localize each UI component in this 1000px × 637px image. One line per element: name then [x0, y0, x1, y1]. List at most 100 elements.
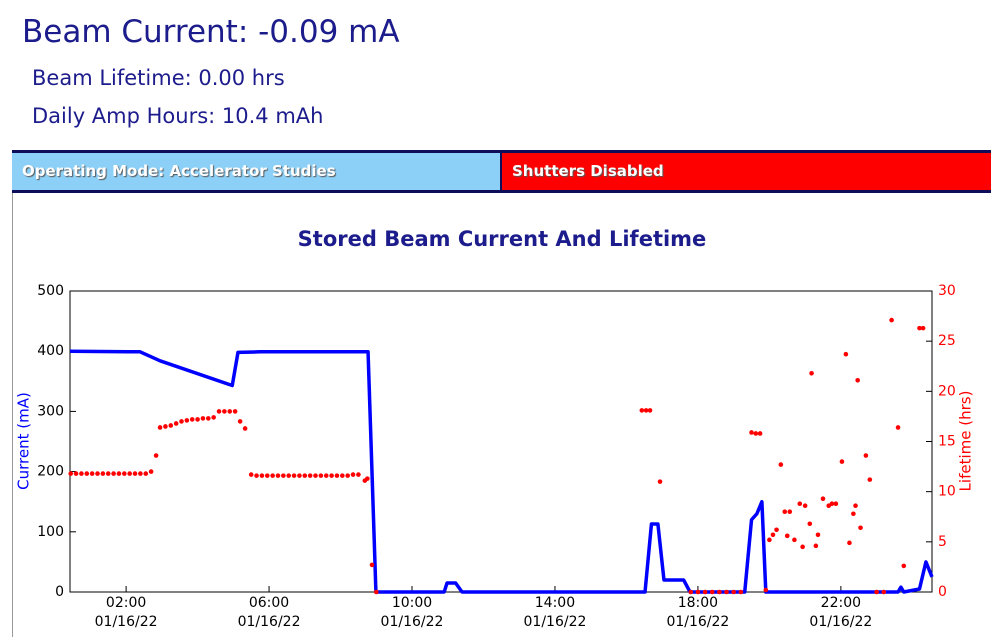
current-line: [69, 349, 934, 594]
daily-amp-hours: Daily Amp Hours: 10.4 mAh: [32, 104, 324, 128]
lifetime-point: [853, 503, 858, 509]
lifetime-point: [802, 503, 808, 509]
lifetime-point: [323, 473, 329, 478]
lifetime-point: [116, 471, 122, 476]
lifetime-point: [863, 453, 869, 458]
lifetime-point: [792, 537, 797, 543]
lifetime-point: [132, 471, 138, 476]
lifetime-point: [264, 473, 270, 478]
chart-panel: [12, 193, 1000, 637]
lifetime-point: [895, 425, 901, 430]
beam-lifetime: Beam Lifetime: 0.00 hrs: [32, 66, 285, 90]
lifetime-point: [717, 589, 722, 595]
lifetime-point: [839, 459, 845, 464]
lifetime-point: [313, 473, 318, 478]
y-tick-label: 300: [37, 403, 64, 419]
lifetime-point: [843, 351, 849, 357]
y2-tick-label: 10: [938, 484, 956, 500]
lifetime-point: [148, 469, 154, 474]
status-bar: Operating Mode: Accelerator Studies Shut…: [12, 150, 991, 193]
lifetime-point: [340, 473, 345, 478]
y2-axis-label: Lifetime (hrs): [957, 391, 975, 492]
lifetime-point: [787, 509, 793, 515]
lifetime-point: [774, 527, 779, 533]
beam-current: Beam Current: -0.09 mA: [22, 14, 400, 50]
lifetime-point: [695, 589, 701, 595]
lifetime-point: [767, 537, 772, 543]
y-tick-label: 0: [55, 584, 64, 600]
lifetime-point: [334, 473, 340, 478]
lifetime-point: [291, 473, 297, 478]
lifetime-point: [100, 471, 106, 476]
lifetime-point: [297, 473, 302, 478]
lifetime-point: [163, 424, 168, 429]
lifetime-point: [242, 426, 248, 431]
lifetime-point: [847, 540, 852, 546]
lifetime-point: [281, 473, 286, 478]
lifetime-point: [867, 477, 873, 482]
y2-tick-label: 30: [938, 283, 956, 299]
y2-tick-label: 25: [938, 333, 956, 349]
lifetime-point: [373, 589, 379, 595]
lifetime-point: [184, 418, 190, 423]
y2-tick-label: 20: [938, 383, 956, 399]
lifetime-point: [782, 509, 788, 515]
lifetime-point: [820, 496, 826, 501]
lifetime-point: [851, 511, 856, 517]
lifetime-point: [222, 409, 227, 414]
lifetime-point: [833, 501, 839, 507]
lifetime-point: [329, 473, 334, 478]
x-tick-label: 18:00 01/16/22: [666, 595, 730, 630]
shutters-status: Shutters Disabled: [502, 153, 991, 190]
lifetime-point: [275, 473, 281, 478]
lifetime-point: [731, 589, 736, 595]
y-tick-label: 200: [37, 464, 64, 480]
lifetime-point: [920, 325, 926, 331]
lifetime-point: [881, 589, 887, 595]
lifetime-point: [237, 419, 243, 424]
lifetime-point: [753, 431, 759, 436]
lifetime-point: [89, 471, 95, 476]
lifetime-point: [829, 501, 835, 507]
x-tick-label: 06:00 01/16/22: [237, 595, 301, 630]
lifetime-point: [356, 472, 361, 477]
lifetime-point: [73, 471, 79, 476]
lifetime-point: [724, 589, 729, 595]
lifetime-point: [917, 325, 922, 331]
lifetime-point: [800, 544, 805, 550]
x-tick-label: 22:00 01/16/22: [809, 595, 873, 630]
lifetime-point: [369, 562, 375, 568]
lifetime-point: [874, 589, 879, 595]
lifetime-point: [216, 409, 222, 414]
lifetime-point: [813, 543, 819, 549]
lifetime-point: [302, 473, 308, 478]
lifetime-point: [855, 377, 860, 383]
lifetime-point: [639, 408, 645, 413]
lifetime-point: [259, 473, 265, 478]
lifetime-point: [784, 533, 790, 539]
lifetime-point: [647, 408, 653, 413]
x-tick-label: 02:00 01/16/22: [94, 595, 158, 630]
lifetime-point: [138, 471, 143, 476]
lifetime-point: [179, 419, 184, 424]
y2-tick-label: 5: [938, 534, 947, 550]
lifetime-point: [365, 476, 370, 481]
x-tick-label: 10:00 01/16/22: [380, 595, 444, 630]
lifetime-point: [318, 473, 324, 478]
y-tick-label: 500: [37, 283, 64, 299]
lifetime-point: [168, 423, 174, 428]
lifetime-point: [195, 417, 200, 422]
lifetime-point: [200, 416, 206, 421]
chart-title: Stored Beam Current And Lifetime: [298, 227, 707, 251]
lifetime-point: [307, 473, 313, 478]
lifetime-point: [688, 589, 694, 595]
lifetime-point: [127, 471, 132, 476]
lifetime-point: [270, 473, 275, 478]
lifetime-point: [807, 521, 813, 527]
lifetime-point: [749, 430, 754, 435]
lifetime-point: [797, 501, 803, 507]
x-tick-label: 14:00 01/16/22: [523, 595, 587, 630]
lifetime-point: [105, 471, 111, 476]
